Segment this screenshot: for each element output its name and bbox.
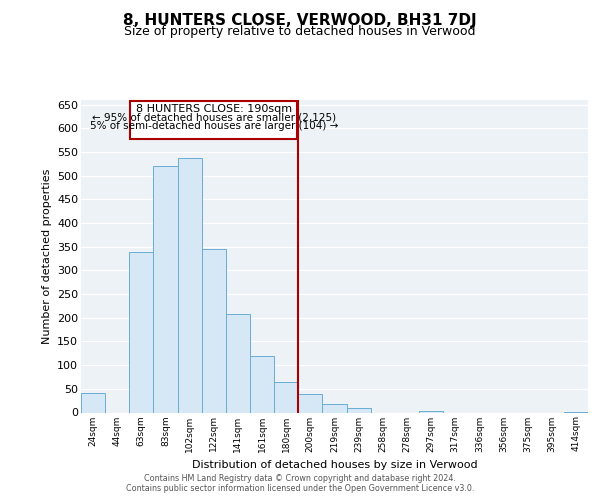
Bar — [274, 382, 298, 412]
X-axis label: Distribution of detached houses by size in Verwood: Distribution of detached houses by size … — [191, 460, 478, 470]
Text: ← 95% of detached houses are smaller (2,125): ← 95% of detached houses are smaller (2,… — [92, 112, 336, 122]
Y-axis label: Number of detached properties: Number of detached properties — [41, 168, 52, 344]
Bar — [154, 166, 178, 412]
Text: 5% of semi-detached houses are larger (104) →: 5% of semi-detached houses are larger (1… — [89, 121, 338, 131]
Bar — [81, 392, 105, 412]
Bar — [419, 411, 443, 412]
Bar — [129, 252, 154, 412]
Bar — [178, 158, 202, 412]
Bar — [226, 314, 250, 412]
Bar — [298, 394, 322, 412]
Bar — [202, 249, 226, 412]
Text: Contains HM Land Registry data © Crown copyright and database right 2024.: Contains HM Land Registry data © Crown c… — [144, 474, 456, 483]
FancyBboxPatch shape — [130, 101, 297, 139]
Bar — [347, 408, 371, 412]
Bar — [250, 356, 274, 412]
Text: Contains public sector information licensed under the Open Government Licence v3: Contains public sector information licen… — [126, 484, 474, 493]
Text: Size of property relative to detached houses in Verwood: Size of property relative to detached ho… — [124, 25, 476, 38]
Text: 8, HUNTERS CLOSE, VERWOOD, BH31 7DJ: 8, HUNTERS CLOSE, VERWOOD, BH31 7DJ — [123, 12, 477, 28]
Bar — [322, 404, 347, 412]
Text: 8 HUNTERS CLOSE: 190sqm: 8 HUNTERS CLOSE: 190sqm — [136, 104, 292, 114]
